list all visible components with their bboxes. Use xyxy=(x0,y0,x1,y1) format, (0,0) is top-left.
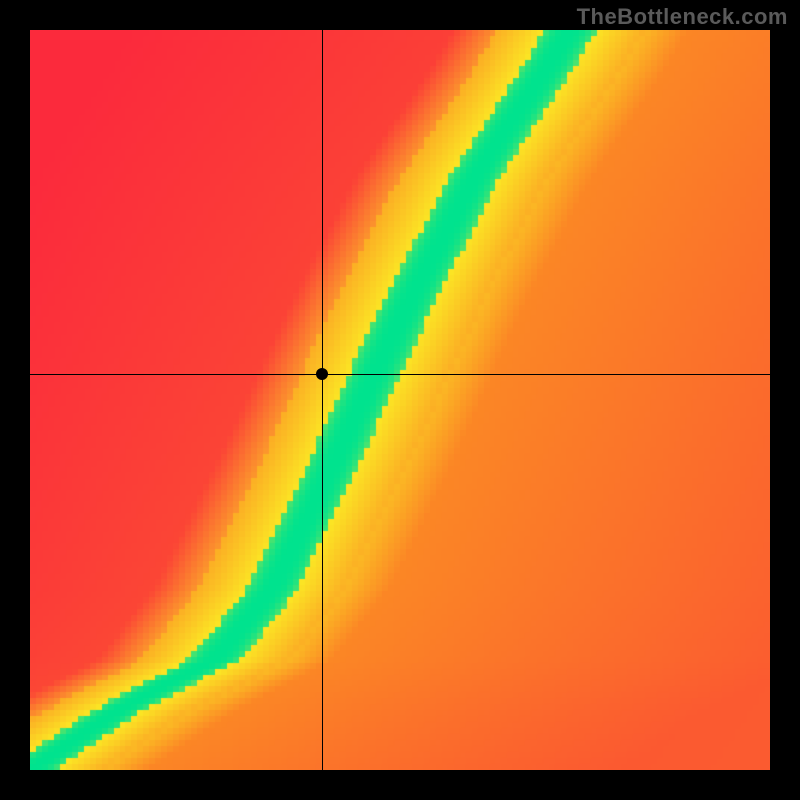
bottleneck-heatmap xyxy=(30,30,770,770)
watermark-text: TheBottleneck.com xyxy=(577,4,788,30)
crosshair-horizontal xyxy=(30,374,770,375)
chart-container: TheBottleneck.com xyxy=(0,0,800,800)
plot-area xyxy=(30,30,770,770)
crosshair-vertical xyxy=(322,30,323,770)
selection-marker[interactable] xyxy=(316,368,328,380)
